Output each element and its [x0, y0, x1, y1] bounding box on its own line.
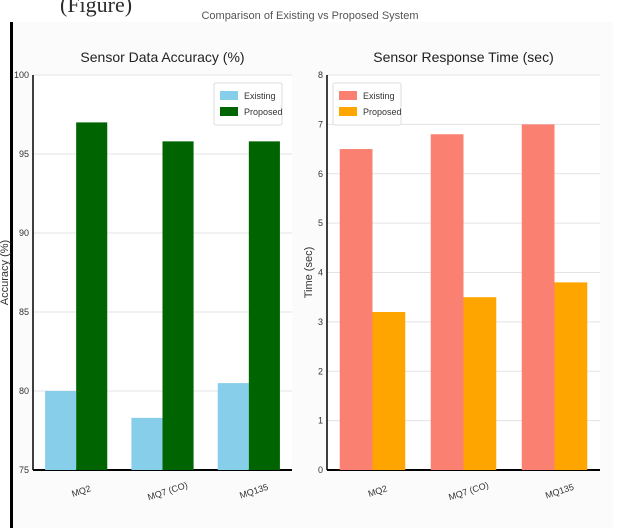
chart-panel-1: 100 95 90 85 80 75 MQ2 MQ7 (CO) MQ135 Sensor Data…	[0, 49, 292, 502]
x-tick-label: MQ7 (CO)	[447, 480, 490, 502]
x-tick-label: MQ135	[238, 482, 269, 501]
bar-proposed-2	[463, 297, 497, 470]
bar-proposed-3	[248, 141, 280, 471]
y-tick-label: 100	[14, 70, 29, 80]
y-tick-label: 2	[318, 366, 323, 376]
bar-existing-1	[45, 391, 77, 470]
bar-proposed-2	[162, 141, 194, 471]
legend-swatch	[339, 91, 357, 100]
bar-existing-3	[217, 383, 249, 470]
y-tick-label: 3	[318, 317, 323, 327]
legend: Existing Proposed	[332, 82, 402, 126]
legend-box	[332, 82, 402, 126]
y-tick-label: 5	[318, 218, 323, 228]
bar-existing-2	[430, 134, 464, 470]
legend-entry: Proposed	[244, 107, 283, 117]
bar-proposed-1	[372, 312, 406, 470]
y-tick-label: 6	[318, 169, 323, 179]
y-tick-label: 8	[318, 70, 323, 80]
legend-entry: Existing	[244, 91, 276, 101]
chart-title: Sensor Response Time (sec)	[373, 49, 554, 65]
bar-existing-2	[131, 417, 163, 470]
bar-proposed-1	[76, 122, 108, 471]
x-tick-label: MQ2	[367, 483, 389, 499]
x-tick-label: MQ135	[544, 482, 575, 501]
legend-swatch	[339, 107, 357, 116]
chart-title: Sensor Data Accuracy (%)	[80, 49, 244, 65]
legend-entry: Proposed	[363, 107, 402, 117]
x-tick-label: MQ2	[70, 483, 92, 499]
y-tick-label: 0	[318, 465, 323, 475]
legend-box	[213, 82, 283, 126]
y-tick-label: 7	[318, 119, 323, 129]
y-tick-label: 80	[19, 386, 29, 396]
y-tick-label: 85	[19, 307, 29, 317]
bar-existing-3	[521, 124, 555, 470]
x-tick-label: MQ7 (CO)	[146, 480, 189, 502]
legend-entry: Existing	[363, 91, 395, 101]
y-tick-label: 75	[19, 465, 29, 475]
y-tick-label: 4	[318, 268, 323, 278]
y-axis-title: Time (sec)	[303, 247, 315, 299]
bar-proposed-3	[554, 282, 588, 470]
y-tick-label: 1	[318, 416, 323, 426]
y-axis-title: Accuracy (%)	[0, 240, 11, 305]
legend: Existing Proposed	[213, 82, 283, 126]
bar-existing-1	[339, 149, 373, 470]
legend-swatch	[220, 107, 238, 116]
y-tick-label: 90	[19, 228, 29, 238]
figure-caption: (Figure)	[60, 0, 133, 17]
chart-panel-2: 0 1 2 3 4 5 6 7 8 MQ2 MQ7 (CO) MQ135 Sensor Response…	[303, 49, 600, 502]
legend-swatch	[220, 91, 238, 100]
y-tick-label: 95	[19, 149, 29, 159]
figure-suptitle: Comparison of Existing vs Proposed Syste…	[201, 10, 419, 22]
